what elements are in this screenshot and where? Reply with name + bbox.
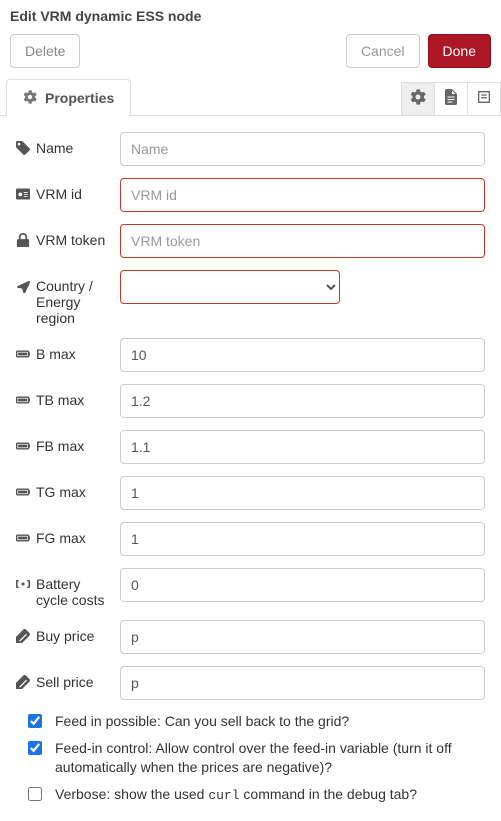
buy-price-label: Buy price — [36, 628, 94, 644]
gear-icon — [23, 90, 37, 107]
layout-icon-button[interactable] — [467, 82, 501, 116]
vrm-token-input[interactable] — [120, 224, 485, 258]
properties-form: Name VRM id VRM token Country / Energy r… — [0, 116, 501, 821]
config-icon-button[interactable] — [401, 82, 435, 116]
vrm-id-input[interactable] — [120, 178, 485, 212]
verbose-label-code: curl — [208, 788, 239, 803]
top-action-bar: Delete Cancel Done — [0, 28, 501, 78]
sell-price-label: Sell price — [36, 674, 94, 690]
cancel-button[interactable]: Cancel — [346, 34, 420, 68]
money-icon — [16, 576, 30, 591]
battery-icon — [16, 438, 30, 453]
dialog-title: Edit VRM dynamic ESS node — [0, 0, 501, 28]
fg-max-input[interactable] — [120, 522, 485, 556]
layout-icon — [476, 89, 492, 108]
vrm-id-label: VRM id — [36, 186, 82, 202]
lock-icon — [16, 232, 30, 247]
fg-max-label: FG max — [36, 530, 86, 546]
fb-max-input[interactable] — [120, 430, 485, 464]
tg-max-label: TG max — [36, 484, 86, 500]
tab-properties-label: Properties — [45, 90, 114, 106]
batt-cost-input[interactable] — [120, 568, 485, 602]
gear-icon — [410, 89, 426, 108]
battery-icon — [16, 346, 30, 361]
b-max-label: B max — [36, 346, 76, 362]
id-card-icon — [16, 186, 30, 201]
file-icon — [443, 89, 459, 108]
delete-button[interactable]: Delete — [10, 34, 80, 68]
verbose-label-post: command in the debug tab? — [240, 786, 417, 802]
verbose-label[interactable]: Verbose: show the used curl command in t… — [55, 785, 417, 805]
name-input[interactable] — [120, 132, 485, 166]
pencil-icon — [16, 628, 30, 643]
country-label: Country / Energy region — [36, 278, 110, 326]
done-button[interactable]: Done — [428, 34, 491, 68]
vrm-token-label: VRM token — [36, 232, 105, 248]
buy-price-input[interactable] — [120, 620, 485, 654]
feed-in-possible-label[interactable]: Feed in possible: Can you sell back to t… — [55, 712, 349, 731]
location-arrow-icon — [16, 278, 30, 293]
feed-in-control-checkbox[interactable] — [28, 741, 42, 755]
tab-properties[interactable]: Properties — [6, 79, 131, 116]
tg-max-input[interactable] — [120, 476, 485, 510]
tb-max-input[interactable] — [120, 384, 485, 418]
verbose-checkbox[interactable] — [28, 787, 42, 801]
feed-in-possible-checkbox[interactable] — [28, 714, 42, 728]
sell-price-input[interactable] — [120, 666, 485, 700]
country-select[interactable] — [120, 270, 340, 304]
battery-icon — [16, 530, 30, 545]
battery-icon — [16, 484, 30, 499]
batt-cost-label: Battery cycle costs — [36, 576, 110, 608]
name-label: Name — [36, 140, 73, 156]
b-max-input[interactable] — [120, 338, 485, 372]
doc-icon-button[interactable] — [434, 82, 468, 116]
tb-max-label: TB max — [36, 392, 84, 408]
tag-icon — [16, 140, 30, 155]
fb-max-label: FB max — [36, 438, 84, 454]
battery-icon — [16, 392, 30, 407]
tab-bar: Properties — [0, 78, 501, 116]
pencil-icon — [16, 674, 30, 689]
verbose-label-pre: Verbose: show the used — [55, 786, 208, 802]
feed-in-control-label[interactable]: Feed-in control: Allow control over the … — [55, 739, 485, 777]
